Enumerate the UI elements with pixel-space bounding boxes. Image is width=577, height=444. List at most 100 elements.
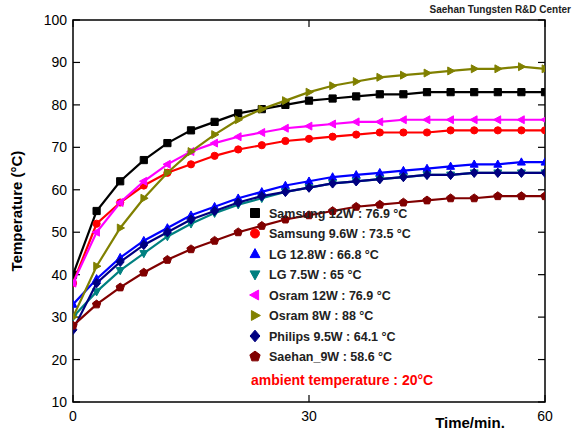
data-point — [495, 65, 502, 73]
data-point — [471, 89, 478, 96]
data-point — [329, 95, 336, 102]
legend: Samsung 12W : 76.9 °CSamsung 9.6W : 73.5… — [250, 207, 411, 365]
data-point — [541, 116, 545, 124]
data-point — [116, 199, 123, 207]
data-point — [188, 148, 195, 156]
data-point — [163, 255, 171, 263]
series-line — [73, 92, 545, 275]
x-tick-label: 0 — [69, 408, 77, 424]
legend-label: LG 7.5W : 65 °C — [269, 268, 362, 282]
data-point — [210, 236, 218, 244]
plot-frame — [73, 20, 545, 402]
data-point — [305, 135, 312, 142]
data-point — [211, 206, 219, 215]
data-point — [140, 156, 147, 163]
data-point — [116, 257, 124, 266]
data-point — [258, 142, 265, 149]
y-tick — [538, 401, 545, 402]
y-tick-label: 70 — [51, 139, 67, 155]
data-point — [352, 177, 360, 186]
x-tick-label: 30 — [301, 408, 317, 424]
data-point — [471, 65, 478, 73]
legend-marker — [250, 249, 260, 258]
data-point — [448, 67, 455, 75]
data-point — [518, 127, 525, 134]
data-point — [187, 161, 194, 168]
data-point — [141, 194, 148, 202]
data-point — [140, 240, 148, 249]
data-point — [541, 158, 545, 165]
series — [73, 63, 545, 321]
series-line — [73, 173, 545, 330]
data-point — [377, 73, 384, 81]
data-point — [447, 170, 455, 179]
data-point — [470, 160, 478, 167]
y-tick — [538, 359, 545, 360]
legend-label: Samsung 12W : 76.9 °C — [269, 207, 407, 221]
data-point — [423, 129, 430, 136]
y-tick-label: 50 — [51, 224, 67, 240]
y-tick-label: 10 — [51, 394, 67, 410]
data-point — [517, 158, 525, 165]
data-point — [518, 89, 525, 96]
data-point — [212, 131, 219, 139]
x-tick — [308, 20, 309, 27]
legend-marker — [251, 311, 260, 321]
series-line — [73, 130, 545, 283]
data-point — [305, 183, 313, 192]
y-tick — [538, 62, 545, 63]
y-tick — [538, 232, 545, 233]
series-line — [73, 120, 545, 283]
y-tick — [538, 104, 545, 105]
legend-label: Saehan_9W : 58.6 °C — [269, 350, 392, 364]
series-line — [73, 162, 545, 304]
data-point — [423, 116, 430, 124]
data-point — [234, 228, 242, 236]
series — [73, 170, 545, 322]
data-point — [494, 192, 502, 200]
y-tick — [73, 359, 80, 360]
data-point — [353, 78, 360, 86]
y-tick — [73, 189, 80, 190]
plot-area — [73, 63, 545, 335]
data-point — [73, 300, 77, 307]
data-point — [305, 97, 312, 104]
data-point — [399, 172, 407, 181]
x-tick — [308, 395, 309, 402]
data-point — [258, 222, 266, 230]
data-point — [93, 220, 100, 227]
x-tick-label: 60 — [537, 408, 553, 424]
data-point — [73, 279, 76, 287]
data-point — [257, 129, 264, 137]
x-tick — [544, 395, 545, 402]
data-point — [424, 69, 431, 77]
data-point — [92, 228, 99, 236]
data-point — [471, 127, 478, 134]
data-point — [447, 89, 454, 96]
data-point — [117, 178, 124, 185]
data-point — [423, 170, 431, 179]
legend-label: Philips 9.5W : 64.1 °C — [269, 330, 396, 344]
y-tick — [538, 19, 545, 20]
y-tick-label: 60 — [51, 182, 67, 198]
data-point — [73, 321, 77, 329]
y-tick-label: 20 — [51, 352, 67, 368]
annotation: ambient temperature : 20°C — [251, 372, 433, 388]
data-point — [517, 116, 524, 124]
y-tick — [73, 62, 80, 63]
data-point — [73, 313, 77, 321]
data-point — [493, 116, 500, 124]
data-point — [399, 116, 406, 124]
y-tick — [73, 19, 80, 20]
data-point — [400, 129, 407, 136]
chart: Saehan Tungsten R&D Center10203040506070… — [0, 0, 577, 444]
data-point — [93, 207, 100, 214]
data-point — [187, 127, 194, 134]
y-tick — [538, 274, 545, 275]
legend-marker — [250, 290, 259, 300]
legend-marker — [250, 330, 260, 342]
data-point — [470, 116, 477, 124]
y-tick-label: 100 — [44, 12, 68, 28]
data-point — [517, 192, 525, 200]
legend-marker — [250, 271, 260, 280]
